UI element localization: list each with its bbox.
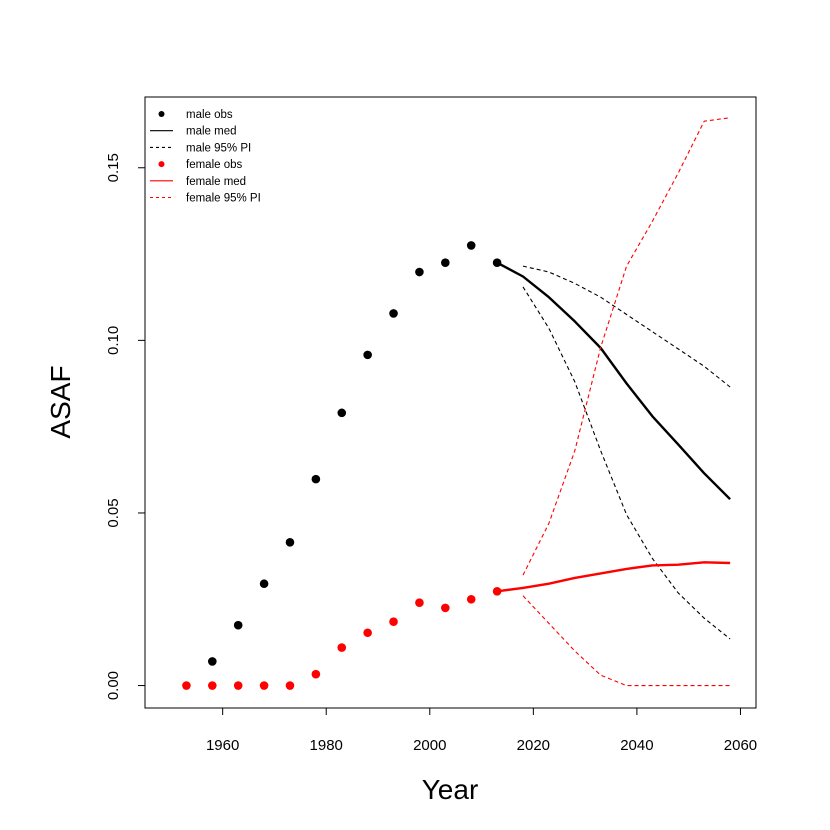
- x-tick-label: 2040: [620, 737, 653, 754]
- female-obs-point: [441, 603, 450, 613]
- y-tick-label: 0.00: [105, 671, 122, 700]
- plot-frame: [144, 96, 757, 709]
- legend-label-female-95-pi: female 95% PI: [186, 193, 261, 205]
- female-95-pi-lower-line: [522, 595, 731, 687]
- y-tick-label: 0.05: [105, 498, 122, 527]
- male-obs-point: [208, 657, 217, 666]
- male-obs-point: [259, 579, 269, 589]
- female-obs-point: [389, 617, 398, 627]
- male-obs-point: [492, 258, 502, 267]
- x-tick-label: 2020: [517, 737, 550, 754]
- female-obs-point: [492, 587, 502, 596]
- male-obs-point: [363, 350, 372, 360]
- male-obs-point: [415, 267, 424, 277]
- series-layer: [182, 117, 731, 690]
- male-obs-point: [466, 241, 476, 250]
- female-obs-point: [466, 594, 476, 604]
- female-obs-point: [208, 681, 217, 690]
- female-obs-point: [337, 643, 347, 652]
- legend-label-female-obs: female obs: [186, 159, 243, 171]
- y-tick-label: 0.15: [105, 153, 122, 182]
- y-tick-label: 0.10: [105, 326, 122, 355]
- female-obs-point: [363, 628, 372, 638]
- male-obs-point: [233, 620, 243, 630]
- female-obs-point: [233, 681, 243, 690]
- male-obs-point: [311, 474, 321, 484]
- x-tick-label: 1980: [310, 737, 343, 754]
- y-axis: 0.00 0.05 0.10 0.15: [105, 153, 145, 700]
- female-obs-point: [285, 681, 295, 690]
- legend: male obs male med male 95% PI female obs fem…: [150, 109, 261, 205]
- male-obs-point: [441, 258, 450, 267]
- legend-label-male-obs: male obs: [186, 109, 233, 121]
- male-obs-point: [285, 538, 295, 547]
- male-95-pi-upper-line: [522, 265, 731, 388]
- y-axis-title: ASAF: [45, 365, 76, 438]
- x-tick-label: 2060: [724, 737, 757, 754]
- legend-label-male-med: male med: [186, 126, 237, 138]
- female-95-pi-upper-line: [522, 117, 731, 576]
- female-obs-point: [182, 681, 191, 690]
- male-obs-point: [337, 408, 347, 418]
- female-obs-point: [415, 598, 424, 608]
- x-axis-title: Year: [422, 774, 479, 805]
- x-tick-label: 1960: [206, 737, 239, 754]
- legend-key-female-obs: [158, 161, 165, 168]
- legend-label-male-95-pi: male 95% PI: [186, 142, 251, 154]
- female-med-line: [496, 561, 731, 593]
- male-obs-point: [389, 309, 398, 318]
- x-tick-label: 2000: [413, 737, 446, 754]
- male-med-line: [496, 261, 731, 501]
- x-axis: 1960 1980 2000 2020 2040 2060: [206, 708, 757, 754]
- female-obs-point: [311, 669, 321, 679]
- female-obs-point: [259, 681, 269, 690]
- legend-key-male-obs: [158, 111, 165, 117]
- legend-label-female-med: female med: [186, 176, 246, 188]
